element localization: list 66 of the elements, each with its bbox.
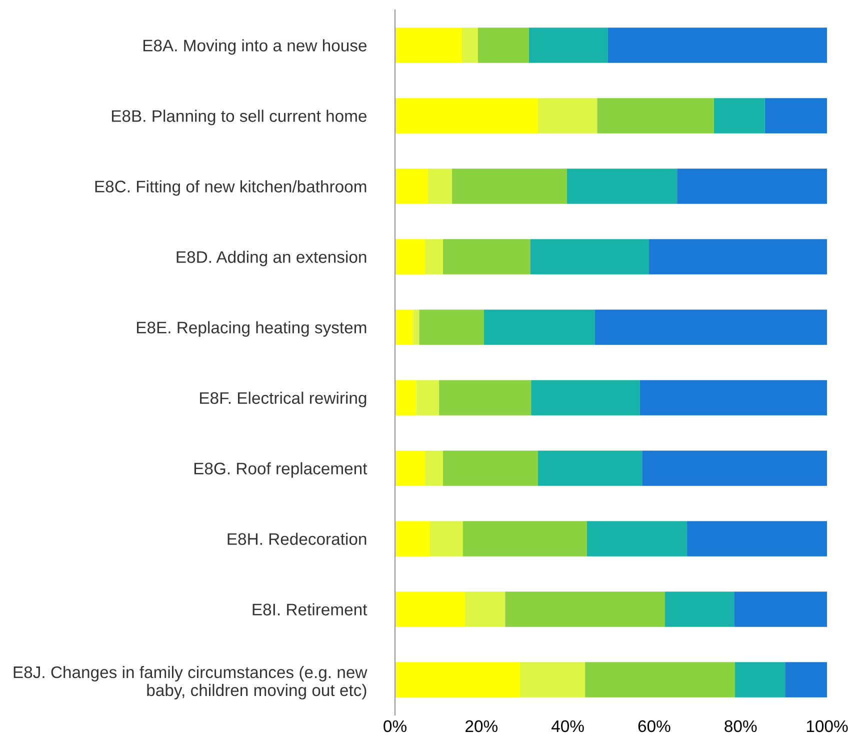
bar <box>464 592 506 627</box>
bar <box>439 380 532 416</box>
bar <box>505 592 665 627</box>
x-tick-label: 100% <box>806 720 848 732</box>
bar <box>520 662 586 698</box>
y-tick-label: E8D. Adding an extension <box>176 250 366 266</box>
bar <box>452 168 567 204</box>
bar <box>395 662 520 698</box>
bar <box>442 239 530 274</box>
bar <box>416 380 440 416</box>
bar <box>764 98 827 134</box>
bar <box>430 521 463 556</box>
x-tick-label: 80% <box>724 720 757 732</box>
bar <box>462 521 587 556</box>
x-tick-label: 0% <box>384 720 406 732</box>
bar <box>640 380 827 416</box>
y-tick-label: E8F. Electrical rewiring <box>200 392 366 408</box>
bar <box>413 310 420 345</box>
bar <box>597 98 714 134</box>
bar <box>484 310 596 345</box>
y-tick-label: E8I. Retirement <box>252 603 368 616</box>
y-tick-label: E8H. Redecoration <box>228 532 366 545</box>
bar <box>665 592 734 627</box>
bar <box>538 450 642 486</box>
bar <box>395 310 414 345</box>
y-tick-label: E8B. Planning to sell current home <box>112 110 366 126</box>
bar <box>734 592 827 627</box>
bar <box>642 450 827 486</box>
bar <box>395 98 538 134</box>
bar <box>677 168 827 204</box>
bar <box>419 310 484 345</box>
x-tick-label: 60% <box>638 720 670 732</box>
x-tick-label: 40% <box>552 720 584 732</box>
bar <box>530 239 650 274</box>
bar <box>595 310 827 345</box>
x-tick-label: 20% <box>466 720 498 732</box>
bar <box>649 239 827 274</box>
y-tick-label: E8G. Roof replacement <box>194 462 368 478</box>
y-tick-label: E8A. Moving into a new house <box>143 39 366 55</box>
y-tick-label: E8C. Fitting of new kitchen/bathroom <box>95 180 366 196</box>
bar <box>734 662 786 698</box>
bar <box>395 450 425 486</box>
bar <box>531 380 640 416</box>
bar <box>395 239 425 274</box>
bar <box>714 98 765 134</box>
bar <box>428 168 452 204</box>
bar <box>395 168 428 204</box>
bar <box>424 450 443 486</box>
bar <box>687 521 827 556</box>
bar <box>785 662 827 698</box>
bar <box>395 28 462 63</box>
bar <box>424 239 443 274</box>
bar <box>395 380 416 416</box>
bar <box>442 450 538 486</box>
bar <box>566 168 678 204</box>
bar <box>585 662 735 698</box>
y-tick-label: E8J. Changes in family circumstances (e.g. new baby, children moving out etc) <box>14 666 368 700</box>
bar <box>395 521 430 556</box>
y-tick-label: E8E. Replacing heating system <box>136 321 366 337</box>
bar <box>478 28 529 63</box>
bar <box>462 28 478 63</box>
bar <box>528 28 608 63</box>
bar <box>395 592 465 627</box>
bar <box>608 28 827 63</box>
bar <box>586 521 688 556</box>
bar <box>538 98 598 134</box>
